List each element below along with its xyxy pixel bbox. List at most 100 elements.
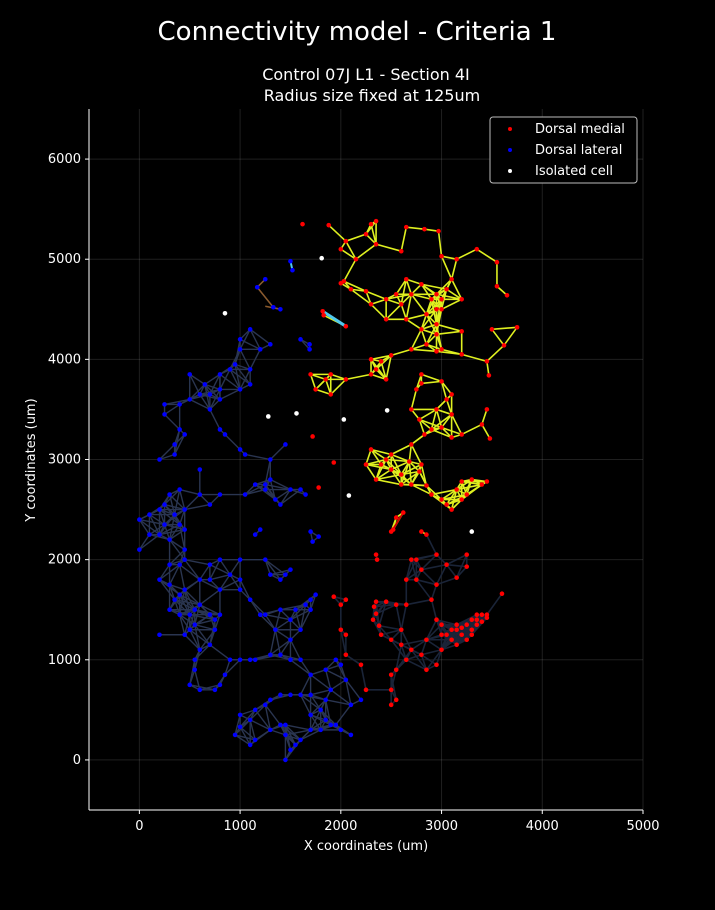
isolated-cell-point [265, 414, 271, 419]
medial-edge [415, 579, 433, 601]
dorsal-lateral-point [137, 547, 142, 552]
lateral-edge [310, 674, 332, 691]
medial-edge [309, 374, 317, 390]
dorsal-lateral-point [273, 497, 278, 502]
dorsal-lateral-point [197, 467, 203, 472]
dorsal-lateral-point [310, 539, 315, 544]
medial-edge [375, 473, 402, 481]
medial-edge [435, 619, 443, 636]
lateral-edge [189, 373, 206, 385]
lateral-edge [173, 434, 186, 455]
dorsal-lateral-point [288, 617, 293, 623]
dorsal-lateral-point [207, 407, 213, 412]
dorsal-medial-point [424, 532, 429, 537]
isolated-cell-point [384, 408, 390, 413]
dorsal-lateral-point [298, 487, 303, 492]
lateral-edge [164, 509, 186, 526]
lateral-edge [138, 519, 151, 535]
lateral-edge [199, 604, 221, 616]
dorsal-lateral-point [202, 382, 208, 387]
dorsal-medial-point [469, 627, 475, 633]
medial-edge [406, 598, 432, 606]
lateral-edge [290, 488, 306, 496]
lateral-edge [159, 508, 175, 516]
medial-edge [430, 584, 438, 600]
y-tick-label: 6000 [48, 152, 81, 167]
lateral-edge [204, 373, 221, 385]
dorsal-medial-point [424, 483, 429, 488]
lateral-edge [284, 739, 302, 761]
dorsal-lateral-point [298, 627, 303, 633]
dorsal-lateral-point [278, 722, 283, 728]
lateral-edge [254, 709, 271, 731]
medial-edge [385, 303, 402, 320]
dorsal-lateral-point [298, 657, 303, 663]
lateral-edge [279, 609, 291, 621]
dorsal-medial-point [434, 322, 439, 327]
lateral-edge [325, 699, 332, 726]
dorsal-lateral-point [177, 522, 182, 527]
medial-edge [395, 649, 412, 671]
lateral-edge [264, 559, 281, 581]
lateral-edge [224, 659, 231, 676]
dorsal-lateral-point [167, 582, 172, 587]
medial-edge [395, 644, 403, 670]
medial-edge [345, 654, 362, 666]
dorsal-medial-point [429, 427, 434, 432]
lateral-edge [189, 669, 196, 686]
dorsal-lateral-point [288, 747, 293, 753]
lateral-edge [299, 609, 312, 631]
medial-edge [345, 373, 372, 381]
lateral-edge [209, 409, 221, 430]
dorsal-medial-point [378, 632, 384, 638]
axis-ticks: 0 1000 2000 3000 4000 5000 0 1000 2000 3000 4000 50… [48, 152, 660, 834]
medial-edge [450, 259, 458, 280]
medial-edge [435, 554, 448, 566]
dorsal-lateral-point [348, 732, 354, 738]
lateral-edge [239, 709, 256, 716]
lateral-edge [169, 589, 186, 611]
dorsal-lateral-point [177, 592, 182, 597]
medial-edge [355, 243, 377, 260]
dorsal-medial-point [454, 627, 459, 633]
dorsal-lateral-point [217, 397, 223, 402]
medial-edge [410, 639, 427, 651]
medial-edge [390, 348, 412, 357]
dorsal-medial-point [398, 472, 404, 477]
lateral-edge [138, 519, 160, 536]
medial-edge [390, 674, 398, 701]
dorsal-medial-point [388, 702, 394, 708]
dorsal-lateral-point [257, 612, 263, 618]
medial-edge [370, 298, 387, 306]
dorsal-medial-point [469, 477, 475, 482]
medial-edge [435, 278, 453, 295]
dorsal-lateral-point [278, 692, 283, 698]
dorsal-lateral-point [237, 557, 243, 562]
medial-edge [385, 458, 402, 476]
medial-edge [385, 298, 402, 306]
dorsal-lateral-point [307, 347, 312, 352]
medial-edge [330, 378, 347, 395]
medial-edge [410, 483, 432, 496]
medial-edge [420, 314, 428, 330]
dorsal-lateral-point [207, 612, 213, 618]
chart-title-line2: Radius size fixed at 125um [264, 86, 480, 105]
lateral-edge [270, 654, 291, 661]
dorsal-lateral-point [192, 657, 198, 663]
highlight-edge [256, 286, 274, 308]
lateral-edge [219, 559, 231, 576]
dorsal-lateral-point [262, 702, 268, 708]
medial-edge [406, 278, 422, 286]
lateral-edge [284, 734, 296, 746]
medial-edge [425, 534, 438, 555]
dorsal-lateral-point [157, 532, 162, 537]
lateral-edge [300, 729, 312, 741]
dorsal-medial-point [479, 422, 485, 427]
legend-marker-isolated-cell [508, 169, 512, 173]
lateral-edge [189, 374, 201, 395]
dorsal-medial-point [343, 377, 349, 382]
dorsal-medial-point [439, 632, 444, 638]
x-axis-label: X coordinates (um) [304, 839, 428, 854]
lateral-edge [269, 443, 286, 460]
dorsal-medial-point [373, 241, 379, 247]
